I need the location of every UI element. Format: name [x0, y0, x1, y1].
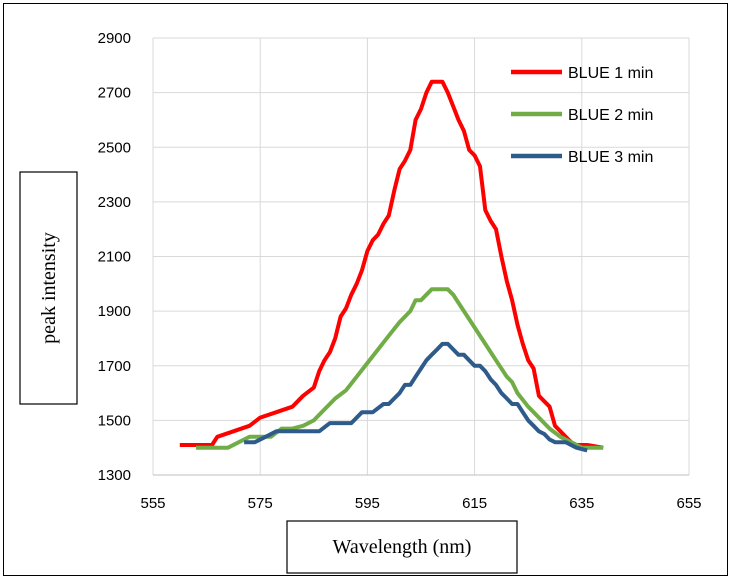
x-tick-label-3: 615 — [462, 495, 487, 512]
y-tick-label-7: 2700 — [98, 85, 131, 102]
y-axis-ticks: 1300 1500 1700 1900 2100 2300 2500 2700 2900 — [98, 30, 131, 484]
x-axis-title: Wavelength (nm) — [333, 536, 472, 558]
x-axis-title-box — [286, 520, 518, 574]
y-tick-label-0: 1300 — [98, 467, 131, 484]
series-line-2 — [195, 287, 604, 450]
x-tick-label-4: 635 — [569, 495, 594, 512]
y-tick-label-1: 1500 — [98, 412, 131, 429]
x-tick-label-2: 595 — [355, 495, 380, 512]
series-lines — [179, 79, 604, 453]
series-line-1 — [179, 79, 604, 450]
y-axis-title: peak intensity — [38, 232, 60, 344]
y-tick-label-2: 1700 — [98, 358, 131, 375]
y-tick-label-5: 2300 — [98, 194, 131, 211]
y-tick-label-4: 2100 — [98, 249, 131, 266]
legend: BLUE 1 min BLUE 2 min BLUE 3 min — [511, 65, 653, 166]
x-tick-label-5: 655 — [676, 495, 701, 512]
x-axis-ticks: 555 575 595 615 635 655 — [140, 495, 701, 512]
series-line-3 — [244, 341, 588, 453]
y-tick-label-8: 2900 — [98, 30, 131, 47]
y-tick-label-6: 2500 — [98, 139, 131, 156]
x-tick-label-0: 555 — [140, 495, 165, 512]
y-tick-label-3: 1900 — [98, 303, 131, 320]
legend-label-1: BLUE 1 min — [568, 65, 653, 82]
legend-label-3: BLUE 3 min — [568, 149, 653, 166]
legend-label-2: BLUE 2 min — [568, 107, 653, 124]
figure-frame — [3, 3, 728, 576]
y-axis-title-box — [19, 171, 78, 405]
x-tick-label-1: 575 — [248, 495, 273, 512]
